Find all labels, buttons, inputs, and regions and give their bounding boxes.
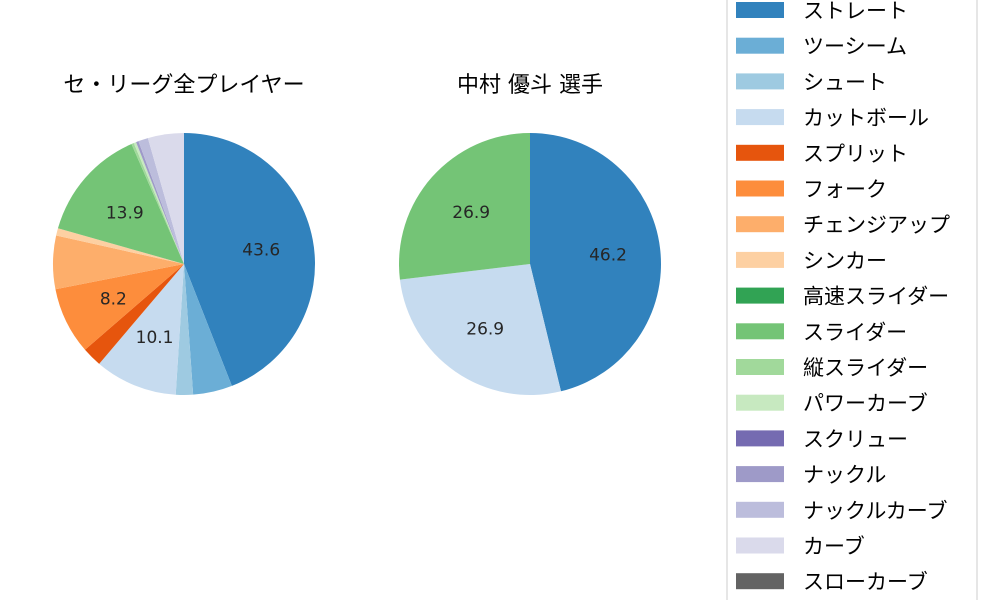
legend-label: スクリュー: [803, 427, 908, 451]
legend-swatch: [736, 359, 784, 375]
slice-label: 13.9: [106, 203, 144, 223]
legend-label: カットボール: [803, 106, 929, 130]
pie-slice: [133, 142, 184, 264]
legend-swatch: [736, 466, 784, 483]
pie-slice: [55, 264, 185, 350]
legend-swatch: [736, 573, 784, 590]
legend-swatch: [736, 394, 784, 411]
pie-slice: [184, 133, 316, 386]
legend-swatch: [736, 37, 784, 54]
pie-slice: [399, 133, 530, 280]
legend-label: シュート: [803, 70, 887, 94]
legend-label: ナックルカーブ: [803, 499, 947, 523]
legend-label: スプリット: [803, 142, 908, 166]
slice-label: 8.2: [100, 289, 127, 309]
slice-label: 26.9: [466, 320, 504, 340]
legend-label: カーブ: [803, 535, 865, 559]
legend-label: ストレート: [803, 0, 908, 23]
legend-swatch: [736, 73, 784, 90]
slice-label: 46.2: [589, 246, 627, 266]
pie-title-league: セ・リーグ全プレイヤー: [63, 73, 304, 98]
pie-title-player: 中村 優斗 選手: [457, 73, 603, 98]
legend-swatch: [736, 109, 784, 126]
legend-label: スライダー: [803, 320, 907, 344]
legend-swatch: [736, 144, 784, 161]
legend-label: チェンジアップ: [803, 213, 950, 237]
pie-slice: [99, 264, 184, 395]
pie-slice: [136, 141, 184, 264]
legend-swatch: [736, 2, 784, 18]
legend-label: パワーカーブ: [803, 392, 928, 416]
legend-swatch: [736, 216, 784, 233]
legend-swatch: [736, 430, 784, 447]
slice-label: 26.9: [452, 203, 490, 223]
pie-slice: [57, 143, 184, 264]
legend-swatch: [736, 180, 784, 197]
legend-swatch: [736, 537, 784, 554]
pie-slice: [184, 264, 232, 395]
legend-label: スローカーブ: [803, 570, 928, 594]
pie-player: 46.2 26.9 26.9: [399, 133, 662, 395]
legend-label: シンカー: [803, 249, 887, 273]
legend-swatch: [736, 323, 784, 340]
legend-label: ツーシーム: [803, 35, 907, 59]
pie-slice: [138, 138, 184, 264]
legend-label: フォーク: [803, 178, 887, 202]
legend-label: 高速スライダー: [803, 285, 949, 309]
pie-slice: [56, 228, 184, 264]
pie-slice: [84, 264, 184, 364]
slice-label: 43.6: [242, 240, 280, 260]
pie-slice: [131, 143, 184, 264]
legend-swatch: [736, 287, 784, 304]
pie-slice: [175, 264, 194, 395]
pie-league: 43.6 10.1 8.2 13.9: [53, 133, 316, 395]
pie-slice: [399, 264, 561, 395]
legend-swatch: [736, 501, 784, 518]
pie-slice: [53, 235, 185, 290]
legend-swatch: [736, 251, 784, 268]
pie-slice: [147, 133, 184, 264]
pie-slice: [530, 133, 662, 392]
legend-label: ナックル: [803, 463, 886, 487]
slice-label: 10.1: [136, 328, 174, 348]
legend-label: 縦スライダー: [803, 356, 928, 380]
legend: ストレートツーシームシュートカットボールスプリットフォークチェンジアップシンカー…: [726, 0, 978, 600]
